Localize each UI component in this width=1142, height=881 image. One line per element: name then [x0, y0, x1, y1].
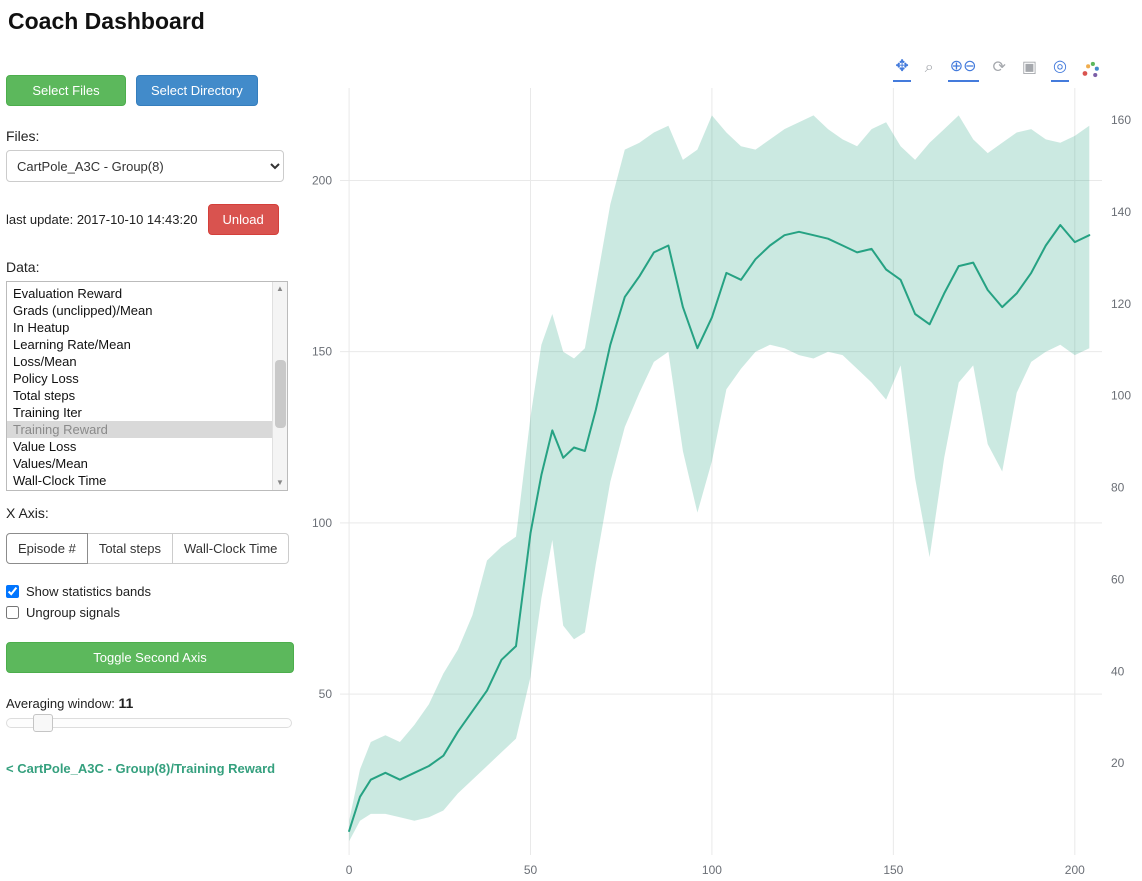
files-label: Files: [6, 128, 40, 144]
svg-text:60: 60 [1111, 572, 1125, 586]
pan-icon[interactable]: ✥ [893, 57, 911, 82]
list-item[interactable]: Total steps [13, 388, 76, 403]
list-item[interactable]: Wall-Clock Time [13, 473, 107, 488]
ungroup-signals-label: Ungroup signals [26, 605, 120, 620]
list-item[interactable]: Values/Mean [13, 456, 88, 471]
list-item[interactable]: Evaluation Reward [13, 286, 123, 301]
scroll-down-icon[interactable]: ▼ [276, 478, 284, 487]
reset-axes-icon[interactable]: ⟳ [992, 59, 1006, 76]
zoom-in-out-icon[interactable]: ⊕⊖ [947, 57, 979, 82]
data-listbox[interactable]: Evaluation Reward Grads (unclipped)/Mean… [6, 281, 288, 491]
svg-text:200: 200 [312, 173, 332, 187]
chart-panel: ✥ ⌕ ⊕⊖ ⟳ ▣ ◎ 50 100 150 200 20 40 60 80 100 120 14… [300, 0, 1142, 881]
svg-text:50: 50 [524, 863, 538, 877]
data-label: Data: [6, 259, 40, 275]
svg-text:160: 160 [1111, 113, 1131, 127]
list-item[interactable]: Policy Loss [13, 371, 79, 386]
averaging-window-value: 11 [118, 695, 134, 711]
list-item[interactable]: Learning Rate/Mean [13, 337, 131, 352]
data-list: Evaluation Reward Grads (unclipped)/Mean… [7, 282, 287, 489]
averaging-window-label: Averaging window: [6, 696, 115, 711]
averaging-window-row: Averaging window: 11 [6, 695, 294, 711]
list-item[interactable]: In Heatup [13, 320, 70, 335]
save-icon[interactable]: ▣ [1021, 59, 1038, 76]
select-files-button[interactable]: Select Files [6, 75, 126, 106]
box-zoom-icon[interactable]: ⌕ [924, 59, 934, 76]
sidebar: Coach Dashboard Select Files Select Dire… [0, 0, 300, 881]
breadcrumb[interactable]: < CartPole_A3C - Group(8)/Training Rewar… [6, 761, 276, 776]
plotly-modebar: ✥ ⌕ ⊕⊖ ⟳ ▣ ◎ [893, 57, 1100, 82]
x-axis-label: X Axis: [6, 505, 49, 521]
list-item[interactable]: Training Iter [13, 405, 82, 420]
svg-text:100: 100 [1111, 389, 1131, 403]
training-reward-chart[interactable]: 50 100 150 200 20 40 60 80 100 120 140 160 0 50 100 150… [300, 0, 1142, 881]
show-statistics-bands-label: Show statistics bands [26, 584, 152, 599]
last-update-text: last update: 2017-10-10 14:43:20 [6, 212, 198, 227]
svg-text:150: 150 [312, 345, 332, 359]
plotly-logo-icon[interactable] [1081, 60, 1100, 79]
x-axis-total-steps-button[interactable]: Total steps [86, 533, 173, 564]
averaging-window-slider[interactable] [6, 718, 292, 728]
svg-text:0: 0 [346, 863, 353, 877]
svg-text:80: 80 [1111, 481, 1125, 495]
list-item[interactable]: Value Loss [13, 439, 77, 454]
svg-text:140: 140 [1111, 205, 1131, 219]
x-axis-episode-button[interactable]: Episode # [6, 533, 88, 564]
select-directory-button[interactable]: Select Directory [136, 75, 258, 106]
toggle-second-axis-button[interactable]: Toggle Second Axis [6, 642, 294, 673]
scroll-up-icon[interactable]: ▲ [276, 284, 284, 293]
svg-text:150: 150 [883, 863, 903, 877]
listbox-scrollbar[interactable]: ▲ ▼ [272, 282, 287, 490]
list-item[interactable]: Loss/Mean [13, 354, 77, 369]
svg-text:100: 100 [312, 516, 332, 530]
page-title: Coach Dashboard [8, 8, 205, 34]
svg-text:40: 40 [1111, 664, 1125, 678]
x-axis-wall-clock-button[interactable]: Wall-Clock Time [171, 533, 290, 564]
scrollbar-thumb[interactable] [275, 360, 286, 428]
spikelines-icon[interactable]: ◎ [1051, 57, 1069, 82]
unload-button[interactable]: Unload [207, 204, 279, 235]
list-item-selected[interactable]: Training Reward [7, 421, 287, 438]
list-item[interactable]: Grads (unclipped)/Mean [13, 303, 153, 318]
ungroup-signals-checkbox[interactable] [6, 606, 19, 619]
files-select[interactable]: CartPole_A3C - Group(8) [6, 150, 284, 182]
x-axis-button-group: Episode # Total steps Wall-Clock Time [6, 533, 290, 564]
svg-text:200: 200 [1065, 863, 1085, 877]
svg-text:120: 120 [1111, 297, 1131, 311]
show-statistics-bands-checkbox[interactable] [6, 585, 19, 598]
svg-text:20: 20 [1111, 756, 1125, 770]
svg-text:50: 50 [319, 687, 333, 701]
svg-text:100: 100 [702, 863, 722, 877]
